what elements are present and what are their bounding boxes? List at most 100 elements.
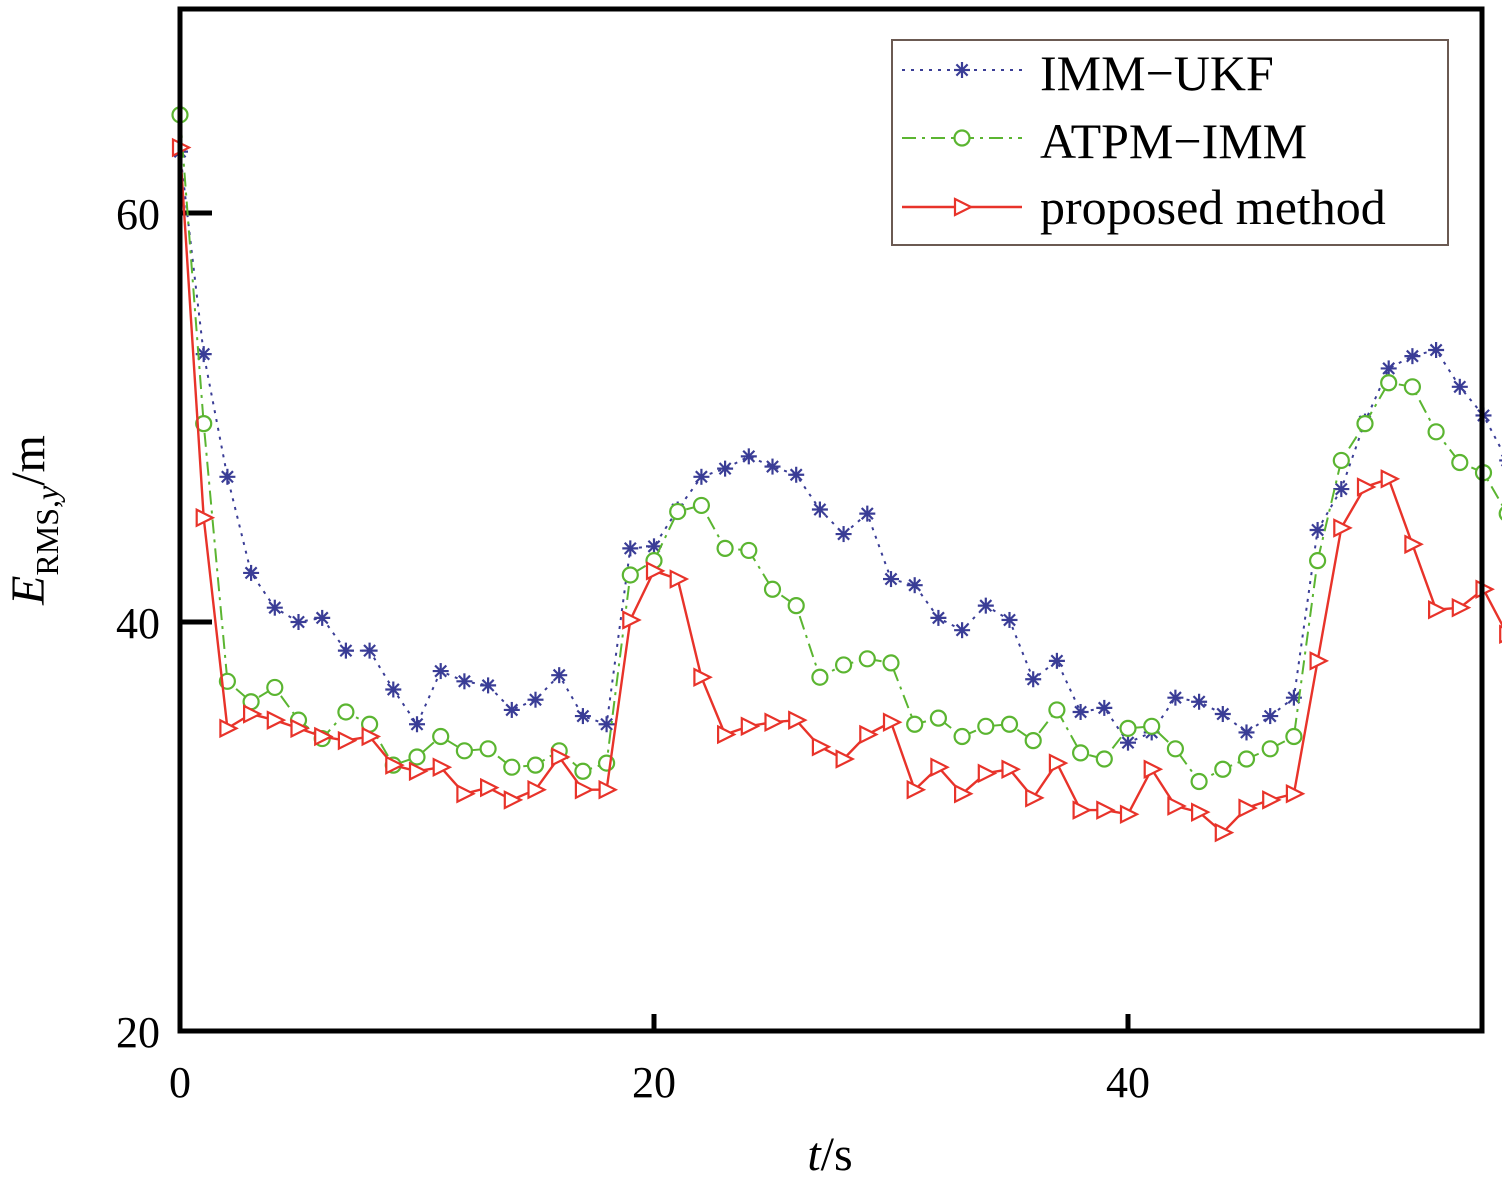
data-point [1001,759,1021,780]
data-point [1167,796,1187,816]
data-point [266,599,283,616]
data-point [740,541,758,560]
data-point [480,777,500,798]
data-point [1048,701,1066,719]
y-tick-label: 20 [116,1008,160,1057]
data-point [787,597,805,615]
data-point [1025,788,1045,808]
data-point [1238,798,1258,818]
data-point [1428,342,1445,359]
data-point [740,716,761,737]
data-point [764,458,781,475]
data-point [1166,740,1185,758]
data-point [1332,451,1350,470]
data-point [526,756,545,774]
data-point [859,724,879,745]
data-point [1262,790,1282,810]
data-point [1191,693,1208,710]
data-point [385,755,405,775]
data-point [432,757,453,777]
data-point [1261,740,1279,758]
data-point [574,762,592,780]
data-point [906,715,924,733]
data-point [716,724,737,745]
x-axis-title: t/s [807,1128,852,1181]
data-point [977,763,998,784]
data-point [1025,671,1042,688]
axis-ticks [177,210,1131,1034]
data-point [1404,534,1424,555]
data-point [455,742,473,760]
data-point [1024,732,1042,750]
data-point [977,597,994,614]
data-point [408,748,426,766]
data-point [859,505,876,522]
data-point [1403,378,1422,396]
x-tick-label: 40 [1106,1058,1150,1107]
data-point [503,701,520,718]
data-point [361,726,382,747]
data-point [290,718,310,739]
data-point [953,784,974,804]
data-point [622,540,639,557]
data-point [266,678,284,697]
data-point [1451,597,1472,618]
y-tick-label: 60 [116,190,160,239]
data-point [551,667,568,684]
data-point [622,610,642,630]
data-point [456,784,476,804]
data-point [621,566,639,584]
data-point [1001,611,1018,628]
data-point [1214,706,1231,723]
data-point [906,577,923,594]
data-point [764,712,784,732]
data-point [1380,469,1401,489]
data-point [1048,652,1065,669]
data-point [219,468,236,485]
legend-label-proposed-method: proposed method [1040,179,1386,235]
data-point [1308,552,1327,570]
data-point [527,779,547,800]
data-point [551,747,571,767]
data-point [480,677,497,694]
series-imm-ukf [172,143,1502,751]
data-point [314,726,334,747]
data-point [882,712,903,732]
data-point [290,614,307,630]
data-point [1143,759,1164,780]
data-point [1167,689,1184,706]
data-point [763,580,782,598]
tick-labels: 020406080100204060 [116,190,1150,1107]
data-point [1072,800,1093,820]
data-point [195,415,213,433]
y-axis-title: ERMS,y/m [2,435,65,606]
x-tick-label: 20 [632,1058,676,1107]
data-point [858,650,876,668]
data-point [1356,415,1374,433]
data-point [906,779,927,800]
data-point [408,761,429,782]
data-point [574,779,595,800]
data-point [1404,348,1421,365]
data-point [740,448,757,465]
data-point [1333,481,1350,498]
data-point [1285,727,1303,746]
data-point [1096,800,1116,820]
data-point [1190,772,1208,791]
legend-marker-proposed-method [953,197,974,217]
data-point [1120,734,1136,751]
data-point [953,727,971,746]
data-point [1190,802,1211,822]
data-point [669,502,687,521]
data-point [1119,719,1137,737]
data-point [929,709,948,727]
data-point [1285,784,1306,804]
data-point [693,468,710,485]
legend-box [891,39,1449,246]
data-point [1427,599,1448,620]
data-point [646,538,662,555]
data-point [432,727,450,746]
data-point [1309,521,1326,538]
legend-marker-imm-ukf [954,62,970,78]
